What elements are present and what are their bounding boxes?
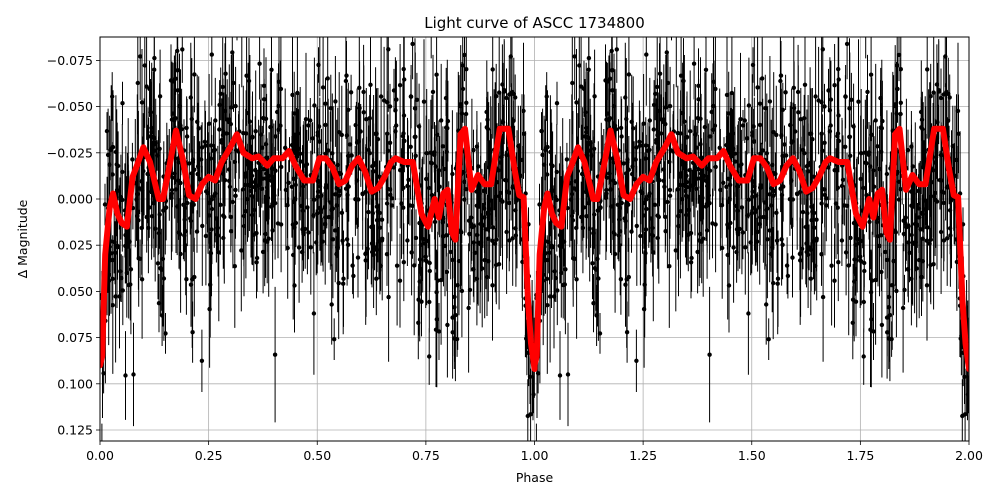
x-tick-label: 0.25 xyxy=(195,448,223,463)
y-tick-label: 0.050 xyxy=(57,284,93,299)
x-axis: 0.00 0.25 0.50 0.75 1.00 1.25 1.50 1.75 2.00 xyxy=(86,441,983,463)
x-tick-label: 1.50 xyxy=(738,448,766,463)
x-axis-label: Phase xyxy=(516,470,554,485)
binned-model-line xyxy=(100,125,969,372)
x-tick-label: 0.75 xyxy=(412,448,440,463)
x-tick-label: 2.00 xyxy=(955,448,983,463)
y-tick-label: −0.025 xyxy=(47,145,93,160)
y-tick-label: −0.050 xyxy=(47,99,93,114)
x-tick-label: 1.75 xyxy=(846,448,874,463)
y-tick-label: 0.125 xyxy=(57,423,93,438)
x-tick-label: 1.25 xyxy=(629,448,657,463)
plot-area xyxy=(100,37,969,441)
y-axis-label: Δ Magnitude xyxy=(15,199,30,278)
y-tick-label: 0.075 xyxy=(57,330,93,345)
x-tick-label: 1.00 xyxy=(521,448,549,463)
x-tick-label: 0.00 xyxy=(86,448,114,463)
y-tick-label: 0.100 xyxy=(57,376,93,391)
y-tick-label: −0.075 xyxy=(47,53,93,68)
chart-title: Light curve of ASCC 1734800 xyxy=(424,14,645,32)
y-tick-label: 0.025 xyxy=(57,238,93,253)
y-axis: −0.075 −0.050 −0.025 0.000 0.025 0.050 0.075 0.… xyxy=(47,53,100,438)
y-tick-label: 0.000 xyxy=(57,192,93,207)
error-bars xyxy=(101,37,969,441)
observation-points xyxy=(100,37,969,441)
x-tick-label: 0.50 xyxy=(303,448,331,463)
